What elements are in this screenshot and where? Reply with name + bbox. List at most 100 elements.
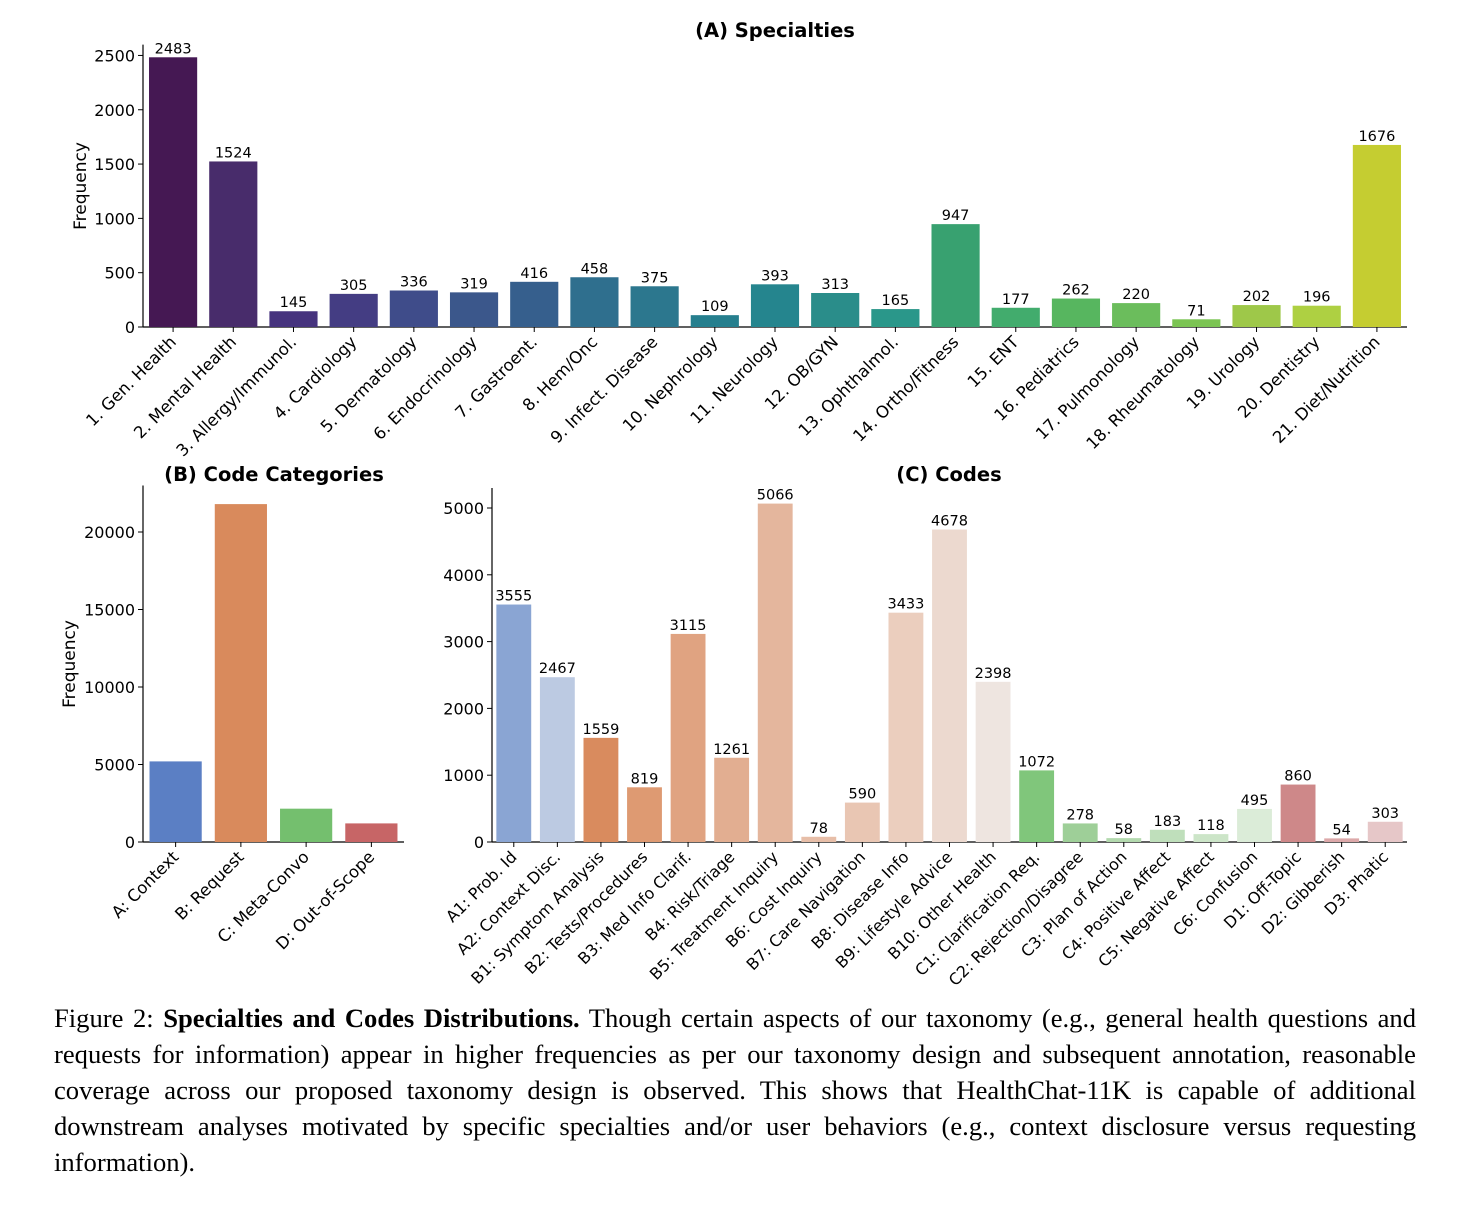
chart-c-bar-b2-tests-procedures <box>627 787 662 842</box>
chart-c-bar-b7-care-navigation <box>844 802 880 842</box>
chart-a-data-label: 177 <box>1002 292 1030 308</box>
chart-c-data-label: 1559 <box>582 722 619 738</box>
chart-a-data-label: 2483 <box>155 41 192 57</box>
chart-a-data-label: 202 <box>1243 289 1271 305</box>
chart-b-ytick-label: 15000 <box>84 601 135 620</box>
figure-canvas: (A) Specialties Frequency 0 500 1000 1500 20… <box>60 19 1407 990</box>
chart-c-data-label: 3433 <box>887 597 924 613</box>
chart-a-ytick-label: 500 <box>104 264 135 283</box>
chart-a-bar-15-ent <box>991 307 1040 327</box>
chart-a-ytick-label: 1000 <box>94 209 135 228</box>
chart-a-bar-20-dentistry <box>1292 305 1341 327</box>
caption-body: Though certain aspects of our taxonomy (… <box>54 1003 1417 1177</box>
chart-c-ytick-label: 4000 <box>443 566 484 585</box>
chart-c-bar-b3-med-info-clarif <box>670 633 706 842</box>
chart-c-data-label: 183 <box>1154 814 1182 830</box>
chart-c-bar-d3-phatic <box>1367 821 1403 842</box>
chart-a-ylabel: Frequency <box>71 142 91 230</box>
chart-c-data-label: 1261 <box>713 742 750 758</box>
chart-a-data-label: 1676 <box>1358 129 1395 145</box>
chart-c-ytick-label: 0 <box>474 833 484 852</box>
chart-a-data-label: 375 <box>641 270 669 286</box>
chart-b-ytick-label: 20000 <box>84 523 135 542</box>
chart-c-bar-b9-lifestyle-advice <box>932 529 967 842</box>
chart-b-ytick-label: 0 <box>125 833 135 852</box>
caption-prefix: Figure 2: <box>54 1003 164 1033</box>
chart-a-bar-14-ortho-fitness <box>931 224 980 327</box>
chart-a-data-label: 336 <box>400 275 428 291</box>
chart-c-ytick-label: 3000 <box>443 633 484 652</box>
chart-b-code-categories: (B) Code Categories Frequency 0 5000 10000… <box>60 463 404 953</box>
chart-c-data-label: 860 <box>1284 769 1312 785</box>
chart-a-bar-17-pulmonology <box>1112 303 1161 327</box>
chart-b-bar-c-meta-convo <box>280 808 333 842</box>
chart-b-ylabel: Frequency <box>60 620 80 708</box>
chart-c-bar-a1-prob-id <box>496 604 532 842</box>
chart-a-bar-6-endocrinology <box>449 292 499 327</box>
chart-c-bar-d1-off-topic <box>1280 784 1316 842</box>
chart-c-bar-c1-clarification-req <box>1019 770 1055 842</box>
chart-c-data-label: 58 <box>1115 822 1133 838</box>
chart-c-bar-b4-risk-triage <box>714 757 750 842</box>
chart-c-ytick-label: 1000 <box>443 766 484 785</box>
chart-c-bar-c2-rejection-disagree <box>1062 823 1098 842</box>
chart-a-category-label: 13. Ophthalmol. <box>795 332 903 440</box>
chart-c-bar-c5-negative-affect <box>1193 834 1229 842</box>
chart-a-bar-5-dermatology <box>389 290 438 327</box>
chart-c-bar-b1-symptom-analysis <box>583 737 619 842</box>
chart-c-data-label: 590 <box>849 787 877 803</box>
chart-a-category-label: 3. Allergy/Immunol. <box>172 332 300 460</box>
chart-a-bar-11-neurology <box>750 284 800 327</box>
chart-b-bar-a-context <box>149 761 202 842</box>
chart-a-category-label: 17. Pulmonology <box>1032 332 1143 443</box>
chart-a-specialties: (A) Specialties Frequency 0 500 1000 1500 20… <box>71 19 1407 460</box>
chart-a-ytick-label: 0 <box>125 318 135 337</box>
chart-a-bar-10-nephrology <box>690 315 739 327</box>
chart-a-bar-13-ophthalmol <box>871 309 920 327</box>
chart-a-category-label: 15. ENT <box>964 332 1024 392</box>
chart-c-bar-c6-confusion <box>1237 808 1272 842</box>
chart-c-data-label: 3555 <box>495 589 532 605</box>
chart-a-data-label: 393 <box>761 268 789 284</box>
chart-c-data-label: 303 <box>1371 806 1399 822</box>
chart-c-ytick-label: 2000 <box>443 699 484 718</box>
chart-c-data-label: 2467 <box>539 661 576 677</box>
chart-b-title: (B) Code Categories <box>164 463 384 486</box>
chart-b-bar-d-out-of-scope <box>345 823 398 842</box>
caption-bold-title: Specialties and Codes Distributions. <box>163 1003 580 1033</box>
chart-a-bar-19-urology <box>1232 305 1281 327</box>
chart-a-bar-16-pediatrics <box>1051 298 1101 327</box>
chart-c-bar-c4-positive-affect <box>1149 829 1185 842</box>
chart-b-ytick-label: 10000 <box>84 678 135 697</box>
chart-a-bar-8-hem-onc <box>570 277 619 327</box>
chart-c-data-label: 819 <box>631 771 659 787</box>
chart-c-bar-b5-treatment-inquiry <box>757 503 793 842</box>
chart-b-ytick-label: 5000 <box>94 756 135 775</box>
chart-a-category-label: 18. Rheumatology <box>1082 332 1203 453</box>
chart-c-data-label: 495 <box>1241 793 1269 809</box>
chart-a-data-label: 262 <box>1062 283 1090 299</box>
chart-c-bar-c3-plan-of-action <box>1106 838 1142 842</box>
chart-a-bar-18-rheumatology <box>1172 319 1221 327</box>
chart-c-title: (C) Codes <box>896 463 1001 486</box>
chart-a-category-label: 21. Diet/Nutrition <box>1269 332 1384 447</box>
chart-a-data-label: 220 <box>1122 287 1150 303</box>
chart-a-bar-4-cardiology <box>329 293 378 327</box>
chart-a-category-label: 14. Ortho/Fitness <box>849 332 962 445</box>
chart-a-data-label: 196 <box>1303 290 1331 306</box>
figure-caption: Figure 2: Specialties and Codes Distribu… <box>54 1000 1416 1180</box>
chart-a-data-label: 305 <box>340 278 368 294</box>
chart-a-bar-1-gen-health <box>149 57 198 328</box>
chart-c-bar-b8-disease-info <box>888 612 924 842</box>
chart-a-ytick-label: 2500 <box>94 46 135 65</box>
chart-c-bar-d2-gibberish <box>1324 838 1360 842</box>
chart-a-data-label: 416 <box>520 266 548 282</box>
chart-c-data-label: 118 <box>1197 818 1225 834</box>
chart-c-bar-a2-context-disc <box>539 677 575 842</box>
chart-a-bar-7-gastroent <box>510 281 559 327</box>
chart-a-title: (A) Specialties <box>695 19 855 42</box>
chart-c-data-label: 2398 <box>975 666 1012 682</box>
